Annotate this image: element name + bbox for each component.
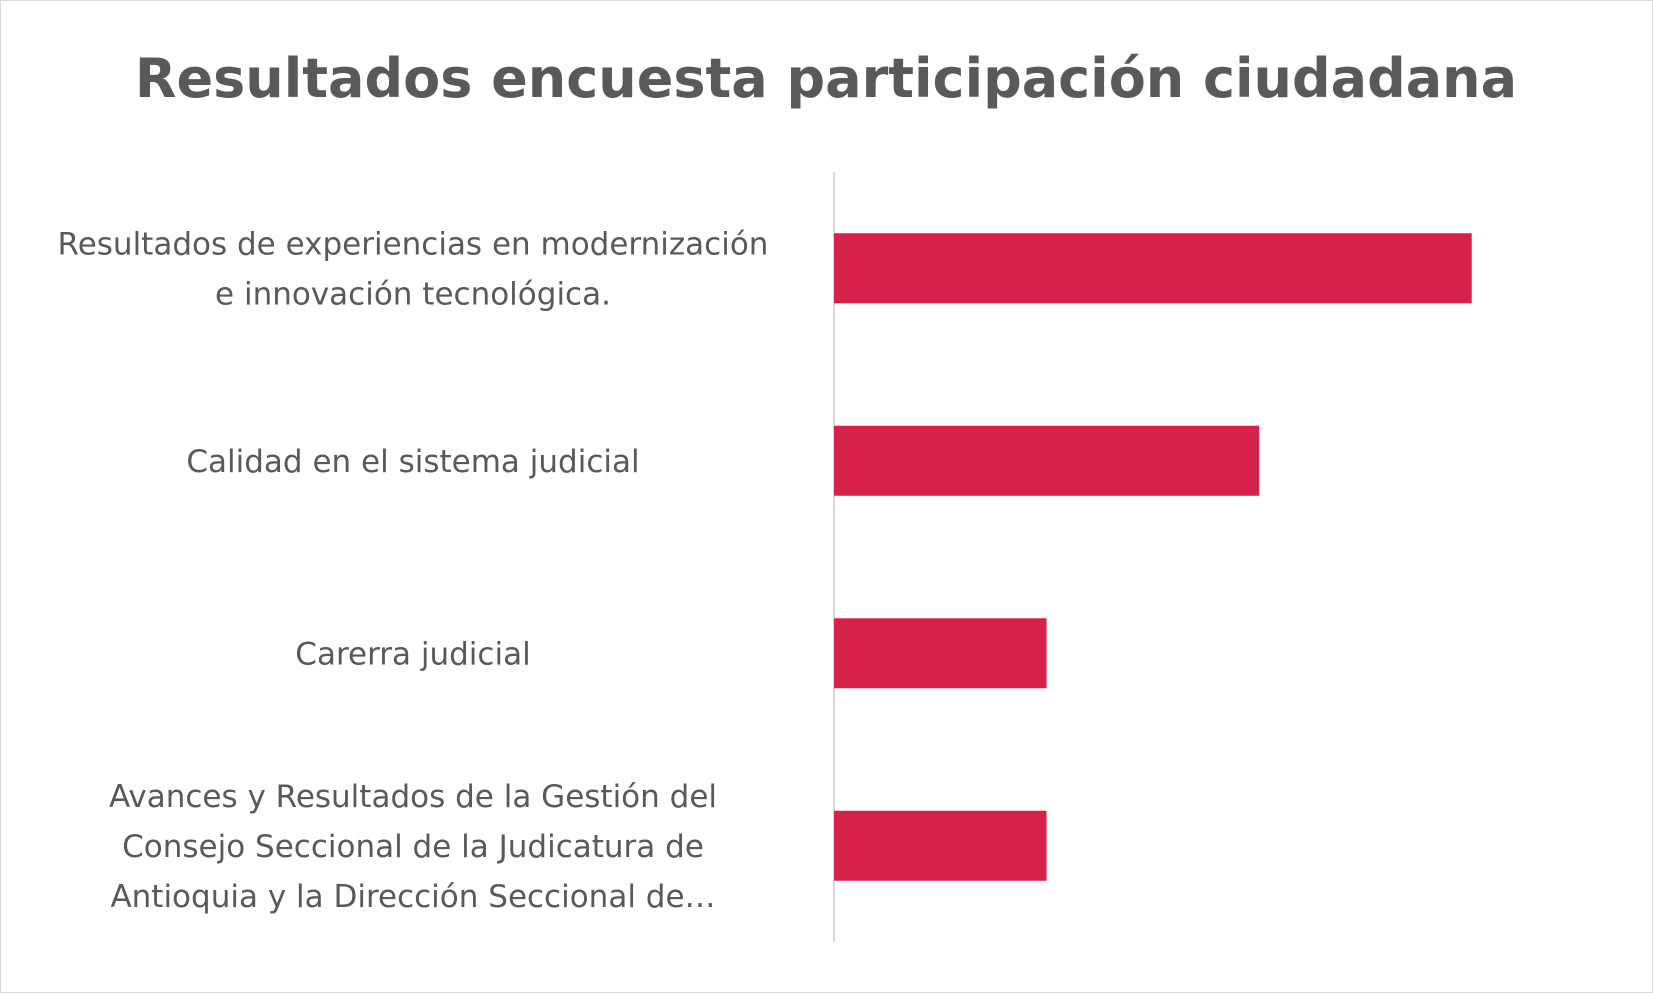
category-label-2-line-1: Calidad en el sistema judicial [186,444,639,480]
category-label-2: Calidad en el sistema judicial [186,444,639,480]
category-label-1: Resultados de experiencias en modernizac… [58,226,769,312]
category-label-4: Avances y Resultados de la Gestión del Co… [109,779,717,915]
category-label-1-line-1: Resultados de experiencias en modernizac… [58,226,769,262]
category-label-4-line-3: Antioquia y la Dirección Seccional de… [110,879,715,915]
category-label-3-line-1: Carerra judicial [295,636,530,672]
chart-title: Resultados encuesta participación ciudad… [135,47,1517,110]
category-label-4-line-2: Consejo Seccional de la Judicatura de [122,829,704,865]
category-label-4-line-1: Avances y Resultados de la Gestión del [109,779,717,815]
bar-2 [834,425,1260,496]
bar-1 [834,233,1472,304]
bars-group [834,233,1472,881]
bar-4 [834,810,1047,881]
category-labels-group: Resultados de experiencias en modernizac… [58,226,769,915]
category-label-1-line-2: e innovación tecnológica. [215,276,611,312]
bar-3 [834,618,1047,689]
category-label-3: Carerra judicial [295,636,530,672]
